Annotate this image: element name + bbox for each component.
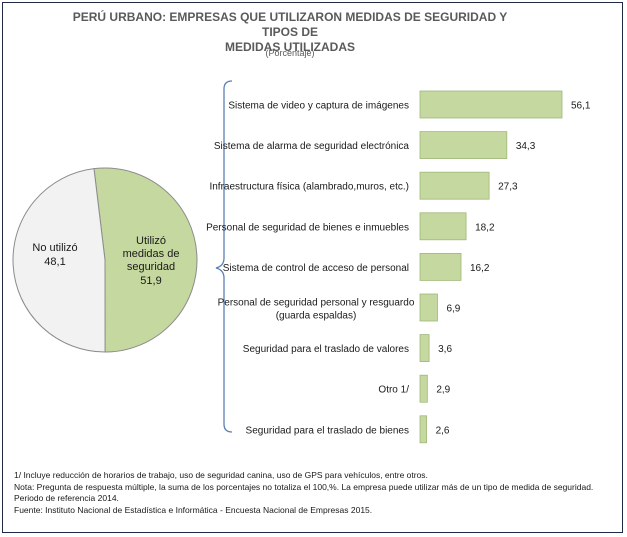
bar-value-label-3: 27,3: [498, 182, 518, 193]
bar-value-label-7: 3,6: [438, 344, 452, 355]
footnote-fuente: Fuente: Instituto Nacional de Estadístic…: [14, 504, 373, 515]
pie-slice-no-utilizo: [12, 168, 106, 353]
bar-value-label-9: 2,6: [436, 425, 450, 436]
chart-subtitle: (Porcentaje): [265, 48, 315, 58]
bar-category-label-2: Sistema de alarma de seguridad electróni…: [214, 141, 410, 152]
bar-category-label-4: Personal de seguridad de bienes e inmueb…: [206, 222, 409, 233]
bar-value-label-6: 6,9: [446, 304, 460, 315]
chart-title-line1: PERÚ URBANO: EMPRESAS QUE UTILIZARON MED…: [72, 10, 508, 39]
bar-value-label-5: 16,2: [470, 263, 490, 274]
footnote-periodo: Periodo de referencia 2014.: [14, 493, 119, 503]
bar-category-label-1: Sistema de video y captura de imágenes: [228, 101, 409, 112]
footnote-nota: Nota: Pregunta de respuesta múltiple, la…: [14, 481, 594, 492]
bar-category-label-3: Infraestructura física (alambrado,muros,…: [209, 182, 409, 193]
bar-3: [419, 171, 490, 200]
bar-category-label-8: Otro 1/: [378, 385, 409, 396]
chart-title-line2: MEDIDAS UTILIZADAS: [225, 40, 355, 54]
bar-category-label-7: Seguridad para el traslado de valores: [243, 344, 409, 355]
brace-connector: [215, 80, 233, 433]
chart-title: PERÚ URBANO: EMPRESAS QUE UTILIZARON MED…: [60, 10, 520, 55]
bar-category-label-6: Personal de seguridad personal y resguar…: [218, 298, 415, 322]
pie-slice-utilizo: [93, 167, 198, 353]
pie-label-utilizo: Utilizó medidas de seguridad 51,9: [123, 235, 180, 287]
bar-value-label-4: 18,2: [475, 222, 495, 233]
bar-6: [419, 293, 438, 322]
bar-2: [419, 131, 508, 160]
bar-5: [419, 252, 462, 281]
bar-chart: Sistema de video y captura de imágenes 56…: [206, 90, 591, 444]
bar-value-label-8: 2,9: [436, 385, 450, 396]
footnote-1: 1/ Incluye reducción de horarios de trab…: [14, 470, 428, 480]
bar-7: [419, 334, 430, 363]
chart-frame: [2, 2, 623, 533]
bar-1: [419, 90, 563, 119]
brace-line: [215, 80, 233, 433]
bar-category-label-5: Sistema de control de acceso de personal: [223, 263, 409, 274]
bar-4: [419, 212, 467, 241]
bar-9: [419, 415, 427, 444]
bar-8: [419, 374, 428, 403]
bar-category-label-9: Seguridad para el traslado de bienes: [246, 425, 409, 436]
bar-value-label-2: 34,3: [516, 141, 536, 152]
pie-label-no-utilizo: No utilizó 48,1: [32, 242, 77, 268]
pie-chart: Utilizó medidas de seguridad 51,9 No utilizó…: [12, 167, 198, 353]
footnotes: 1/ Incluye reducción de horarios de trab…: [14, 470, 614, 516]
bar-value-label-1: 56,1: [571, 101, 591, 112]
